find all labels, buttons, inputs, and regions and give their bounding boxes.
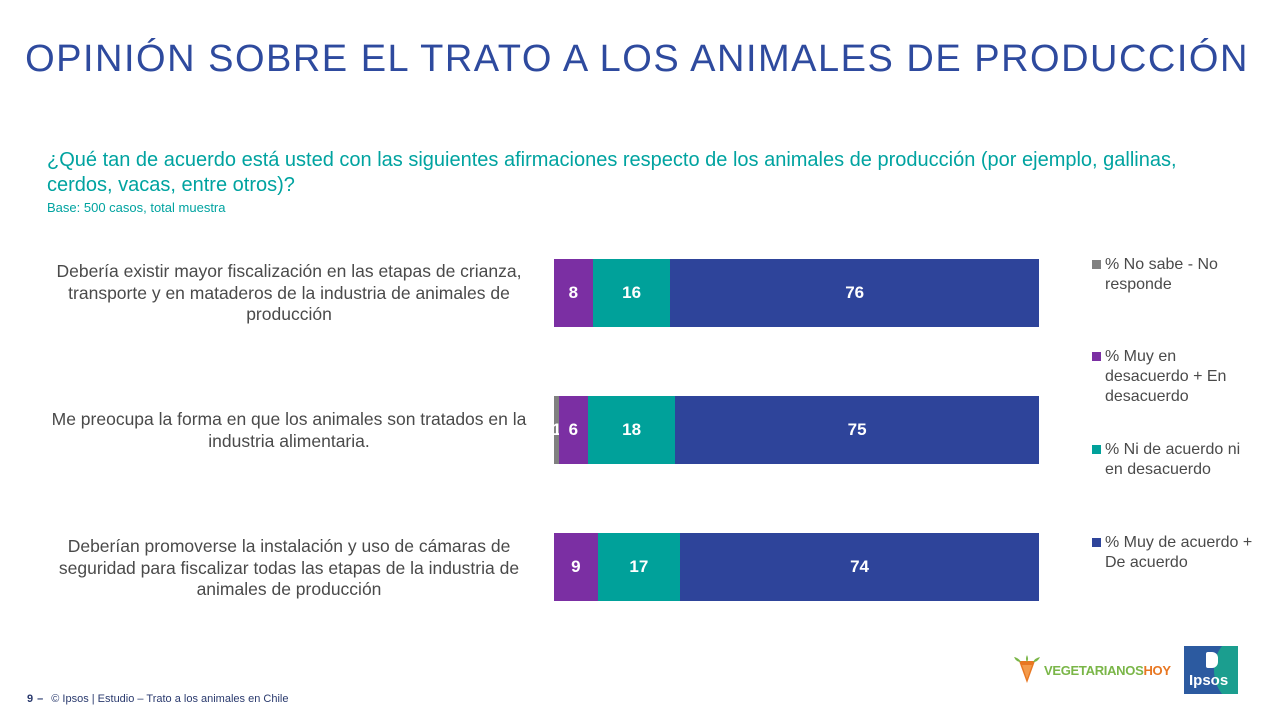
page-number: 9 xyxy=(27,693,34,705)
data-label: 17 xyxy=(629,557,649,576)
data-label: 74 xyxy=(850,557,869,576)
bar-segment-acuerdo: 76 xyxy=(670,259,1039,327)
legend-item-acuerdo: % Muy de acuerdo + De acuerdo xyxy=(1092,533,1262,573)
bar-segment-acuerdo: 74 xyxy=(680,533,1039,601)
category-label: Deberían promoverse la instalación y uso… xyxy=(58,536,520,599)
bar-segment-acuerdo: 75 xyxy=(675,396,1039,464)
bar-segment-neutral: 17 xyxy=(597,533,681,601)
footer-text: © Ipsos | Estudio – Trato a los animales… xyxy=(51,693,289,705)
legend-label: % Ni de acuerdo ni en desacuerdo xyxy=(1105,441,1241,478)
legend-swatch xyxy=(1092,352,1101,361)
ipsos-logo-curve xyxy=(1214,646,1238,694)
data-label: 18 xyxy=(622,420,642,439)
legend-item-no-sabe: % No sabe - No responde xyxy=(1092,255,1262,295)
ipsos-logo-text: Ipsos xyxy=(1189,672,1229,689)
bar-segment-neutral: 18 xyxy=(587,396,676,464)
ipsos-logo-mark xyxy=(1206,652,1218,668)
legend-item-neutral: % Ni de acuerdo ni en desacuerdo xyxy=(1092,440,1262,480)
legend-label: % Muy en desacuerdo + En desacuerdo xyxy=(1105,348,1227,405)
ipsos-logo: Ipsos xyxy=(1184,646,1238,694)
legend-label: % No sabe - No responde xyxy=(1105,256,1218,293)
legend-swatch xyxy=(1092,538,1101,547)
data-label: 6 xyxy=(568,420,579,439)
carrot-icon xyxy=(1014,655,1040,683)
stacked-bar: 9 17 74 xyxy=(554,533,1039,601)
bar-segment-no-sabe: 1 xyxy=(552,396,562,464)
vegetarianos-hoy-logo: VEGETARIANOSHOY xyxy=(1010,655,1171,685)
wordmark-part-b: HOY xyxy=(1143,662,1171,678)
survey-question: ¿Qué tan de acuerdo está usted con las s… xyxy=(47,149,1177,196)
data-label: 9 xyxy=(571,557,581,576)
data-label: 16 xyxy=(622,283,642,302)
legend-item-desacuerdo: % Muy en desacuerdo + En desacuerdo xyxy=(1092,347,1262,407)
vegetarianos-hoy-wordmark: VEGETARIANOSHOY xyxy=(1044,663,1171,678)
wordmark-part-a: VEGETARIANOS xyxy=(1044,662,1144,678)
footer: 9 – © Ipsos | Estudio – Trato a los anim… xyxy=(27,693,288,705)
category-label: Me preocupa la forma en que los animales… xyxy=(51,409,527,451)
category-label: Debería existir mayor fiscalización en l… xyxy=(56,261,522,324)
data-label: 75 xyxy=(847,420,867,439)
data-label: 76 xyxy=(845,283,865,302)
bar-segment-desacuerdo: 8 xyxy=(554,259,593,327)
data-label: 8 xyxy=(568,283,579,302)
bar-segment-desacuerdo: 6 xyxy=(558,396,588,464)
legend-swatch xyxy=(1092,260,1101,269)
data-label: 1 xyxy=(552,420,562,439)
legend-swatch xyxy=(1092,445,1101,454)
stacked-bar: 1 6 18 75 xyxy=(552,396,1039,464)
bar-segment-desacuerdo: 9 xyxy=(554,533,598,601)
bar-segment-neutral: 16 xyxy=(592,259,671,327)
page-title: OPINIÓN SOBRE EL TRATO A LOS ANIMALES DE… xyxy=(25,38,1249,80)
footer-dash: – xyxy=(37,693,44,705)
sample-base-note: Base: 500 casos, total muestra xyxy=(47,200,226,215)
stacked-bar: 8 16 76 xyxy=(554,259,1039,327)
legend-label: % Muy de acuerdo + De acuerdo xyxy=(1105,534,1253,571)
